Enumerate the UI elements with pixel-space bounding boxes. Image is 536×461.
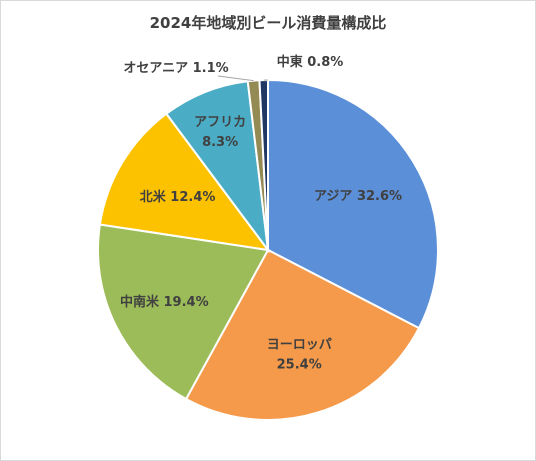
data-label-アフリカ: アフリカ 8.3% — [194, 115, 246, 150]
slice-アフリカ — [164, 80, 270, 254]
slice-ヨーロッパ — [184, 248, 421, 421]
data-label-中南米: 中南米 19.4% — [120, 294, 209, 310]
chart-title: 2024年地域別ビール消費量構成比 — [150, 14, 387, 32]
data-label-アジア: アジア 32.6% — [314, 189, 402, 204]
slice-北米 — [98, 112, 271, 252]
data-label-オセアニア: オセアニア 1.1% — [123, 61, 228, 76]
data-label-中東: 中東 0.8% — [277, 54, 344, 70]
slice-アジア — [267, 78, 439, 330]
pie-slices — [97, 78, 439, 421]
leader-line-オセアニア — [217, 75, 254, 82]
slice-中南米 — [97, 223, 270, 401]
data-labels: アジア 32.6% ヨーロッパ 25.4% 中南米 19.4% 北米 12.4% アフリカ… — [120, 54, 402, 373]
data-label-北米: 北米 12.4% — [140, 189, 216, 205]
data-label-ヨーロッパ: ヨーロッパ 25.4% — [267, 338, 332, 373]
leader-lines — [217, 75, 269, 82]
